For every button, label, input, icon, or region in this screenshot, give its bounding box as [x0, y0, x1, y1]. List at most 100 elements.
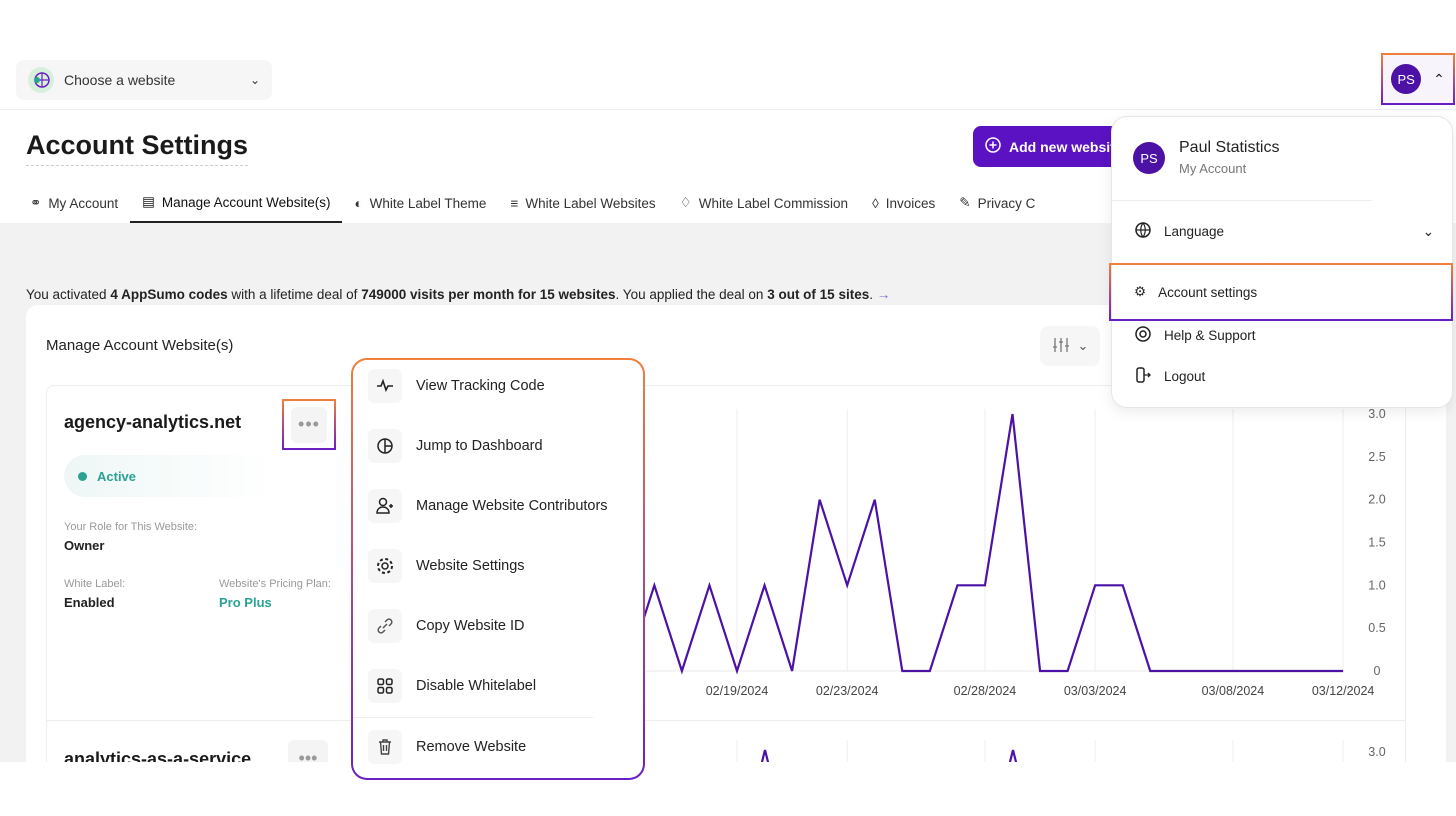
- grid-icon: [368, 669, 402, 703]
- x-tick-label: 03/08/2024: [1202, 684, 1265, 698]
- visits-chart: 02/19/2024 02/23/2024 02/28/2024 03/03/2024…: [620, 407, 1386, 762]
- menu-item-jump-to-dashboard[interactable]: Jump to Dashboard: [368, 429, 543, 463]
- divider: [1112, 200, 1372, 201]
- status-badge: Active: [64, 455, 274, 497]
- avatar: PS: [1391, 64, 1422, 94]
- menu-item-label: Jump to Dashboard: [416, 438, 543, 454]
- y-tick-label: 2.0: [1368, 493, 1385, 507]
- help-support-label: Help & Support: [1164, 328, 1256, 343]
- y-tick-label: 1.5: [1368, 536, 1385, 550]
- website-chooser[interactable]: Choose a website ⌄: [16, 60, 272, 100]
- menu-item-label: Copy Website ID: [416, 618, 525, 634]
- y-tick-label: 3.0: [1368, 407, 1385, 421]
- status-dot-icon: [78, 471, 87, 481]
- plus-circle-icon: [985, 137, 1001, 156]
- avatar: PS: [1133, 142, 1165, 174]
- account-settings-highlight: [1109, 263, 1453, 321]
- tab-white-label-websites[interactable]: ≡ White Label Websites: [498, 183, 667, 223]
- globe-icon: [28, 67, 54, 93]
- tab-label: Privacy C: [977, 195, 1036, 211]
- logout-item[interactable]: Logout: [1134, 366, 1205, 387]
- chevron-down-icon: ⌄: [1077, 338, 1089, 353]
- page-title: Account Settings: [26, 130, 249, 166]
- arrow-right-icon[interactable]: →: [876, 287, 891, 302]
- logout-label: Logout: [1164, 369, 1206, 384]
- tab-label: Invoices: [885, 195, 936, 211]
- logout-icon: [1134, 366, 1152, 387]
- tab-label: White Label Commission: [698, 195, 849, 211]
- menu-item-label: View Tracking Code: [416, 378, 545, 394]
- tab-invoices[interactable]: ◊ Invoices: [860, 183, 947, 223]
- website-options-button[interactable]: •••: [282, 399, 336, 450]
- x-tick-label: 03/03/2024: [1064, 684, 1127, 698]
- add-website-button[interactable]: Add new website: [973, 126, 1123, 167]
- help-support-item[interactable]: Help & Support: [1134, 325, 1256, 346]
- pencil-icon: ✎: [959, 195, 971, 210]
- menu-item-website-settings[interactable]: Website Settings: [368, 549, 525, 583]
- language-item[interactable]: Language ⌄: [1134, 221, 1434, 242]
- y-tick-label: 3.0: [1368, 745, 1385, 759]
- trash-icon: [368, 730, 402, 764]
- status-label: Active: [97, 468, 137, 484]
- pulse-icon: [368, 369, 402, 403]
- menu-item-manage-website-contributors[interactable]: Manage Website Contributors: [368, 489, 608, 523]
- y-tick-label: 0.5: [1368, 621, 1385, 635]
- tab-my-account[interactable]: ⚭ My Account: [26, 183, 130, 223]
- pie-chart-icon: [368, 429, 402, 463]
- x-tick-label: 02/28/2024: [954, 684, 1017, 698]
- chevron-down-icon: ⌄: [249, 73, 260, 87]
- user-dropdown: PS Paul Statistics My Account Language ⌄ …: [1111, 116, 1453, 408]
- filter-button[interactable]: ⌄: [1040, 326, 1100, 366]
- website-name: agency-analytics.net: [64, 412, 242, 432]
- website-options-menu: View Tracking Code Jump to Dashboard Manag…: [351, 358, 645, 780]
- add-website-label: Add new website: [1009, 138, 1123, 155]
- globe-icon: [1134, 221, 1152, 242]
- user-menu-toggle[interactable]: PS ⌃: [1381, 53, 1455, 105]
- pricing-plan-label: Website's Pricing Plan:: [219, 578, 331, 590]
- stack-icon: ▤: [142, 194, 155, 209]
- more-icon: •••: [291, 406, 327, 443]
- white-label-label: White Label:: [64, 578, 126, 590]
- role-value: Owner: [64, 538, 105, 553]
- user-plus-icon: [368, 489, 402, 523]
- row-divider: [46, 720, 1406, 721]
- website-name: analytics-as-a-service: [64, 749, 252, 762]
- tab-label: White Label Theme: [369, 195, 487, 211]
- tab-white-label-commission[interactable]: ♢ White Label Commission: [668, 183, 860, 223]
- appsumo-info: You activated 4 AppSumo codes with a lif…: [26, 287, 891, 302]
- x-tick-label: 02/23/2024: [816, 684, 879, 698]
- menu-item-label: Manage Website Contributors: [416, 498, 608, 514]
- tab-label: Manage Account Website(s): [161, 194, 331, 210]
- menu-item-disable-whitelabel[interactable]: Disable Whitelabel: [368, 669, 536, 703]
- list-icon: ≡: [510, 195, 519, 211]
- tab-bar: ⚭ My Account ▤ Manage Account Website(s) ◐ Wh…: [26, 183, 1047, 223]
- user-subtitle[interactable]: My Account: [1179, 161, 1247, 176]
- card-title: Manage Account Website(s): [46, 337, 234, 354]
- menu-item-remove-website[interactable]: Remove Website: [368, 730, 526, 764]
- website-row: [46, 385, 1406, 762]
- website-options-button[interactable]: •••: [288, 740, 328, 762]
- contrast-icon: ◐: [354, 195, 363, 211]
- menu-divider: [353, 717, 593, 718]
- white-label-value: Enabled: [64, 595, 115, 610]
- language-label: Language: [1164, 224, 1225, 239]
- y-tick-label: 1.0: [1368, 578, 1385, 592]
- menu-item-copy-website-id[interactable]: Copy Website ID: [368, 609, 525, 643]
- website-chooser-label: Choose a website: [64, 72, 176, 88]
- sliders-icon: [1052, 337, 1070, 356]
- tab-privacy-c[interactable]: ✎ Privacy C: [947, 183, 1047, 223]
- link-icon: [368, 609, 402, 643]
- menu-item-label: Website Settings: [416, 558, 525, 574]
- x-tick-label: 03/12/2024: [1312, 684, 1375, 698]
- tag-icon: ♢: [679, 195, 692, 210]
- menu-item-label: Remove Website: [416, 739, 527, 755]
- tab-label: White Label Websites: [525, 195, 656, 211]
- lifebuoy-icon: [1134, 325, 1152, 346]
- tab-label: My Account: [48, 195, 119, 211]
- menu-item-view-tracking-code[interactable]: View Tracking Code: [368, 369, 545, 403]
- tab-manage-account-website-s-[interactable]: ▤ Manage Account Website(s): [130, 183, 343, 223]
- menu-item-label: Disable Whitelabel: [416, 678, 537, 694]
- tab-white-label-theme[interactable]: ◐ White Label Theme: [342, 183, 498, 223]
- pricing-plan-value: Pro Plus: [219, 595, 272, 610]
- chevron-down-icon: ⌄: [1422, 223, 1434, 239]
